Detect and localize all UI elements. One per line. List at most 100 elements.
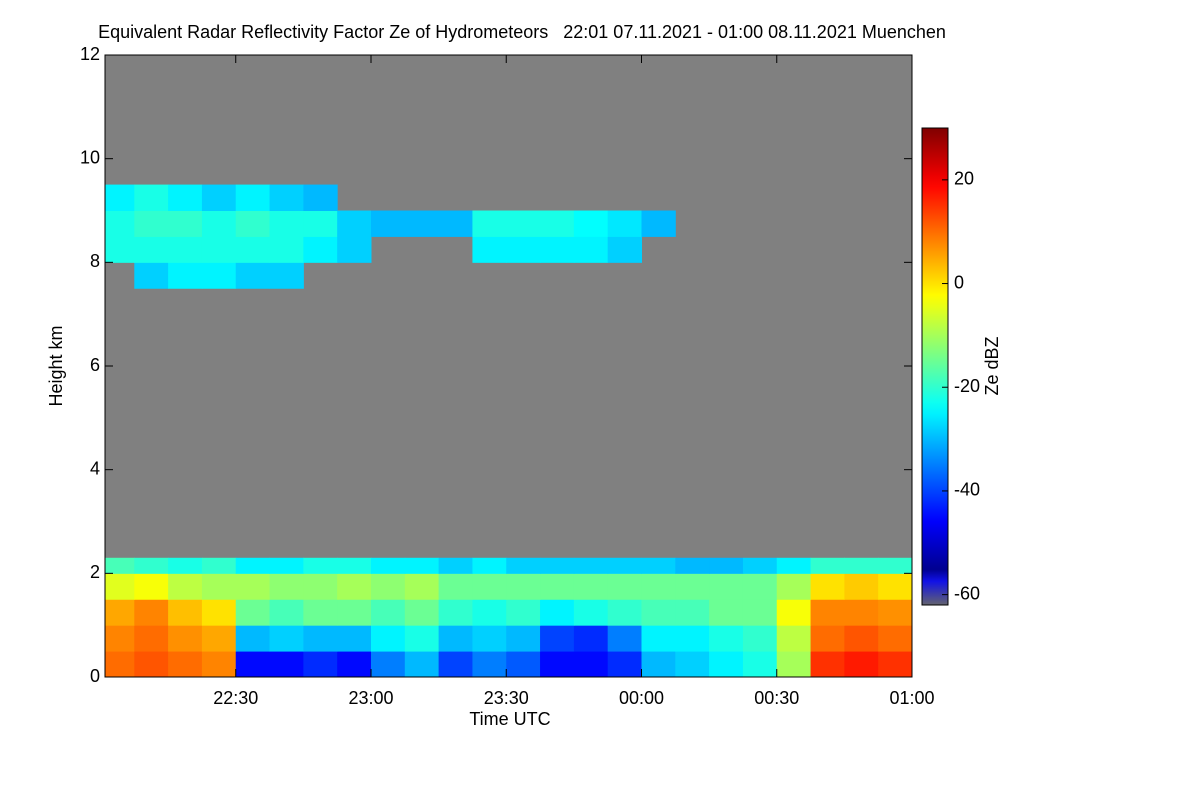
heatmap-cell (370, 210, 406, 237)
heatmap-cell (540, 557, 575, 574)
heatmap-cell (235, 625, 271, 652)
heatmap-cell (540, 625, 575, 652)
heatmap-cell (337, 236, 372, 263)
heatmap-cell (438, 651, 473, 678)
heatmap-cell (168, 210, 203, 237)
heatmap-cell (404, 210, 440, 237)
heatmap-cell (472, 573, 507, 600)
heatmap-cell (641, 599, 676, 626)
heatmap-cell (370, 573, 406, 600)
heatmap-cell (506, 599, 541, 626)
heatmap-cell (105, 557, 135, 574)
heatmap-cell (506, 651, 541, 678)
heatmap-cell (573, 557, 609, 574)
heatmap-cell (438, 573, 473, 600)
heatmap-cell (134, 557, 169, 574)
heatmap-cell (641, 651, 676, 678)
heatmap-cell (303, 573, 338, 600)
heatmap-cell (269, 210, 304, 237)
colorbar-tick-label: -40 (954, 480, 980, 500)
heatmap-cell (472, 599, 507, 626)
heatmap-cell (742, 557, 778, 574)
heatmap-cell (303, 184, 338, 211)
heatmap-cell (878, 651, 913, 678)
heatmap-cell (201, 184, 237, 211)
heatmap-cell (105, 184, 135, 211)
heatmap-cell (641, 625, 676, 652)
colorbar-tick-label: -20 (954, 376, 980, 396)
heatmap-cell (776, 651, 812, 678)
heatmap-cell (370, 599, 406, 626)
heatmap-cell (810, 651, 845, 678)
heatmap-cell (235, 262, 271, 289)
heatmap-cell (269, 557, 304, 574)
heatmap-cell (134, 210, 169, 237)
heatmap-cell (201, 573, 237, 600)
heatmap-cell (235, 599, 271, 626)
heatmap-cell (675, 625, 710, 652)
heatmap-cell (540, 651, 575, 678)
heatmap-cell (776, 557, 812, 574)
heatmap-cell (303, 599, 338, 626)
heatmap-cell (404, 557, 440, 574)
heatmap-cell (269, 262, 304, 289)
colorbar-tick-label: 20 (954, 169, 974, 189)
heatmap-cell (573, 625, 609, 652)
heatmap-cell (105, 625, 135, 652)
heatmap-cell (201, 262, 237, 289)
heatmap-cell (269, 599, 304, 626)
colorbar (921, 127, 949, 606)
heatmap-cell (472, 236, 507, 263)
heatmap-cell (134, 184, 169, 211)
x-tick-label: 00:30 (754, 688, 799, 708)
heatmap-cell (105, 236, 135, 263)
heatmap-cell (105, 599, 135, 626)
heatmap-cell (540, 236, 575, 263)
heatmap-cell (573, 573, 609, 600)
heatmap-cell (269, 625, 304, 652)
heatmap-cell (105, 573, 135, 600)
heatmap-cell (438, 557, 473, 574)
colorbar-tick-label: 0 (954, 272, 964, 292)
heatmap-cell (540, 599, 575, 626)
heatmap-cell (168, 184, 203, 211)
heatmap-cell (168, 599, 203, 626)
heatmap-cell (472, 557, 507, 574)
heatmap-cell (438, 625, 473, 652)
heatmap-cell (607, 651, 642, 678)
heatmap-cell (201, 599, 237, 626)
heatmap-cell (370, 651, 406, 678)
heatmap-cell (134, 262, 169, 289)
heatmap-cell (607, 210, 642, 237)
heatmap-cell (404, 625, 440, 652)
heatmap-cell (105, 210, 135, 237)
colorbar-tick-label: -60 (954, 583, 980, 603)
heatmap-cell (776, 599, 812, 626)
heatmap-cell (573, 599, 609, 626)
heatmap-cell (810, 625, 845, 652)
heatmap-cell (472, 651, 507, 678)
heatmap-cell (404, 599, 440, 626)
heatmap-cell (709, 625, 744, 652)
heatmap-cell (269, 236, 304, 263)
heatmap-cell (370, 625, 406, 652)
heatmap-cell (607, 599, 642, 626)
heatmap-cell (235, 210, 271, 237)
heatmap-cell (573, 210, 609, 237)
heatmap-cell (168, 625, 203, 652)
heatmap-cell (303, 210, 338, 237)
heatmap-cell (540, 210, 575, 237)
y-tick-label: 0 (90, 666, 100, 686)
y-tick-label: 8 (90, 251, 100, 271)
heatmap-cell (506, 625, 541, 652)
heatmap-cell (337, 210, 372, 237)
x-tick-label: 01:00 (889, 688, 934, 708)
y-tick-label: 2 (90, 562, 100, 582)
heatmap-cell (540, 573, 575, 600)
heatmap-cell (506, 210, 541, 237)
heatmap-cell (844, 599, 879, 626)
y-axis-label: Height km (46, 325, 66, 406)
heatmap-cell (404, 651, 440, 678)
heatmap-cell (742, 573, 778, 600)
